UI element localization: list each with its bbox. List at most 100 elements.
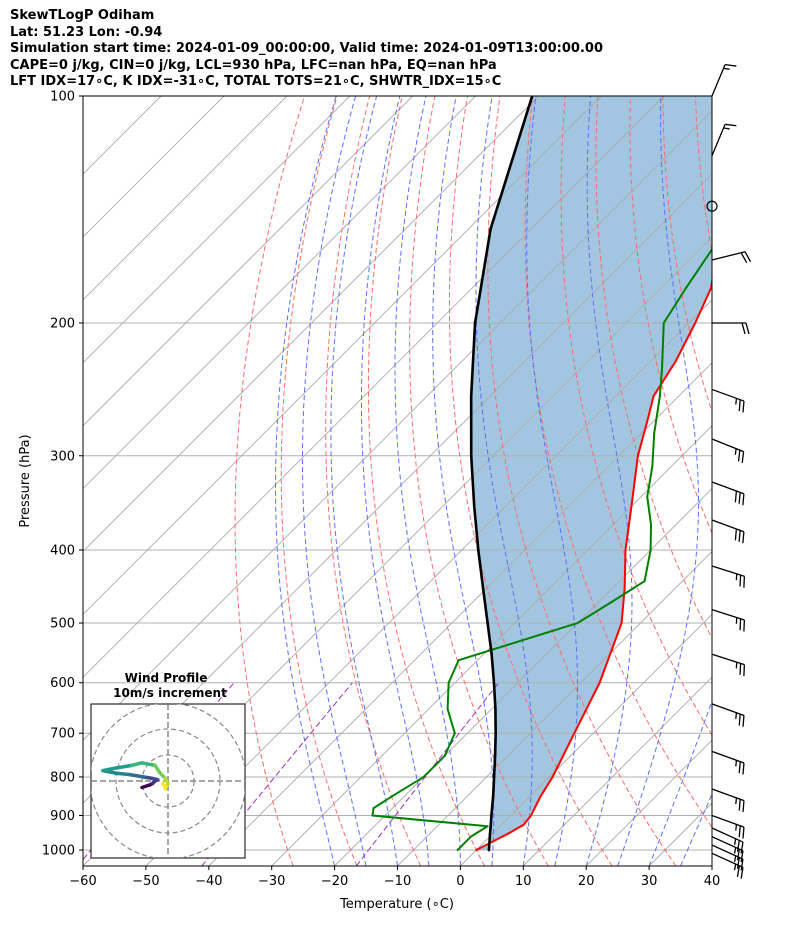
time-line: Simulation start time: 2024-01-09_00:00:… xyxy=(10,41,603,56)
moist-adiabat xyxy=(617,96,699,866)
cape-line: CAPE=0 j/kg, CIN=0 j/kg, LCL=930 hPa, LF… xyxy=(10,57,497,73)
dry-adiabat xyxy=(728,96,794,866)
dry-adiabat xyxy=(448,96,613,866)
dewpoint-segment xyxy=(390,775,425,798)
barb-flag xyxy=(740,252,748,263)
dewpoint-segment xyxy=(446,707,456,735)
y-tick-label: 500 xyxy=(50,617,75,632)
dewpoint-segment xyxy=(609,580,646,604)
y-tick-label: 800 xyxy=(50,770,75,785)
barb-shaft xyxy=(711,788,745,802)
dewpoint-segment xyxy=(643,548,652,583)
index-line: LFT IDX=17∘C, K IDX=-31∘C, TOTAL TOTS=21… xyxy=(10,74,502,89)
barb-flag xyxy=(724,123,737,127)
mixing-ratio-line xyxy=(355,682,499,866)
dewpoint-segment xyxy=(446,681,450,710)
isotherm-line xyxy=(83,96,351,364)
temperature-segment xyxy=(694,287,712,324)
cape-fill xyxy=(471,96,712,850)
barb-half xyxy=(735,824,738,831)
dewpoint-segment xyxy=(372,795,393,810)
isotherm-line xyxy=(83,96,476,490)
barb-flag xyxy=(738,761,741,774)
wind-barb xyxy=(712,322,750,335)
dry-adiabat xyxy=(409,96,549,866)
y-tick-label: 600 xyxy=(50,676,75,691)
chart-title: SkewTLogP Odiham xyxy=(10,8,155,23)
temperature-segment xyxy=(573,681,601,735)
parcel-segment xyxy=(490,795,495,817)
wind-barb xyxy=(711,827,744,854)
barb-half xyxy=(733,863,737,871)
parcel-segment xyxy=(487,831,492,852)
isotherm-line xyxy=(711,865,712,866)
hodograph-segment xyxy=(129,761,144,768)
barb-flag xyxy=(740,867,744,879)
temperature-segment xyxy=(718,206,730,250)
wind-barb xyxy=(711,123,737,156)
temperature-segment xyxy=(730,156,743,206)
barb-half xyxy=(733,838,737,845)
dewpoint-segment xyxy=(456,835,472,852)
hodograph-segment xyxy=(101,766,118,773)
moist-adiabat xyxy=(302,96,367,866)
isotherm-line xyxy=(83,96,225,238)
barb-flag xyxy=(742,800,745,813)
y-tick-label: 200 xyxy=(50,316,75,331)
barb-flag xyxy=(738,399,741,412)
barb-half xyxy=(734,448,737,455)
parcel-segment xyxy=(476,548,485,590)
dewpoint-segment xyxy=(422,754,446,778)
temperature-segment xyxy=(507,823,525,835)
barb-shaft xyxy=(711,64,726,97)
isotherm-line xyxy=(83,96,665,678)
dewpoint-segment xyxy=(743,156,781,206)
dewpoint-segment xyxy=(684,248,712,290)
parcel-segment xyxy=(469,454,476,508)
wind-barb xyxy=(711,750,745,775)
hodograph-segment xyxy=(114,771,131,777)
barb-flag xyxy=(736,848,740,861)
wind-barb xyxy=(711,438,745,463)
barb-shaft xyxy=(711,124,726,156)
hodograph-inset xyxy=(90,703,246,859)
y-tick-label: 700 xyxy=(50,727,75,742)
x-tick-label: −30 xyxy=(258,874,285,889)
hodograph-title: Wind Profile xyxy=(125,671,208,685)
isotherm-line xyxy=(334,487,712,866)
x-tick-label: 0 xyxy=(456,874,464,889)
parcel-segment xyxy=(469,321,477,398)
barb-half xyxy=(733,847,737,854)
parcel-segment xyxy=(489,96,534,231)
dewpoint-segment xyxy=(469,825,489,838)
dewpoint-segment xyxy=(658,367,664,398)
temperature-segment xyxy=(623,548,627,590)
barb-shaft xyxy=(711,852,744,868)
x-tick-label: 20 xyxy=(578,874,595,889)
barb-flag xyxy=(738,799,741,811)
barb-half xyxy=(733,855,737,863)
moist-adiabat xyxy=(680,793,712,866)
temperature-segment xyxy=(475,832,510,852)
parcel-segment xyxy=(472,504,480,552)
wind-barb xyxy=(711,251,752,263)
temperature-segment xyxy=(674,321,697,363)
barb-shaft xyxy=(711,565,745,577)
wind-barb xyxy=(711,703,745,727)
wind-barb xyxy=(711,519,745,544)
barb-flag xyxy=(736,857,740,869)
dewpoint-segment xyxy=(576,601,612,625)
x-tick-label: −60 xyxy=(69,874,96,889)
x-axis-label: Temperature (∘C) xyxy=(339,897,454,912)
dewpoint-segment xyxy=(662,287,687,324)
moist-adiabat xyxy=(275,96,337,866)
temperature-segment xyxy=(551,732,576,778)
wind-barb xyxy=(706,200,718,212)
calm-circle xyxy=(706,200,718,212)
wind-barb xyxy=(711,63,737,97)
wind-barb xyxy=(711,653,746,677)
dry-adiabat xyxy=(662,96,712,414)
barb-half xyxy=(735,797,738,805)
dewpoint-series xyxy=(371,156,781,852)
